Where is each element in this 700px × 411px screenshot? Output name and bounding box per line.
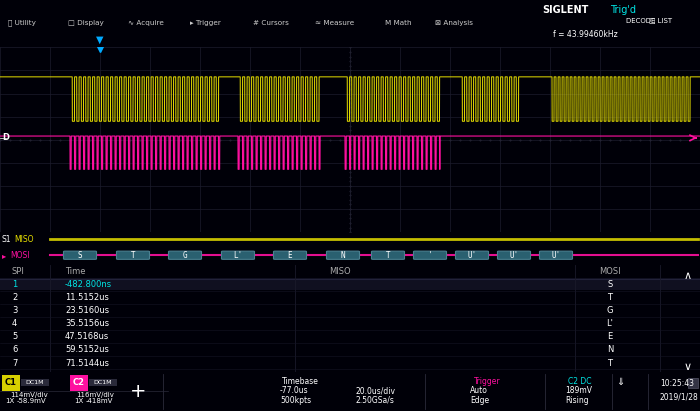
Text: ▸ Trigger: ▸ Trigger [190, 20, 221, 25]
Text: S: S [78, 251, 83, 260]
Text: 35.5156us: 35.5156us [65, 319, 109, 328]
FancyBboxPatch shape [326, 251, 360, 259]
Text: -58.9mV: -58.9mV [17, 398, 47, 404]
Text: 2: 2 [12, 293, 18, 302]
Text: 59.5152us: 59.5152us [65, 346, 109, 354]
Text: 3: 3 [12, 306, 18, 315]
FancyBboxPatch shape [70, 375, 88, 391]
Text: L': L' [233, 251, 243, 260]
Text: C2: C2 [73, 379, 85, 388]
FancyBboxPatch shape [688, 378, 698, 388]
Text: 114mV/div: 114mV/div [10, 392, 48, 397]
Text: D: D [2, 134, 9, 142]
Text: G: G [183, 251, 188, 260]
Text: ': ' [428, 251, 433, 260]
Text: 116mV/div: 116mV/div [76, 392, 114, 397]
Text: 71.5144us: 71.5144us [65, 359, 109, 367]
Text: MOSI: MOSI [599, 267, 621, 276]
FancyBboxPatch shape [2, 375, 20, 391]
FancyBboxPatch shape [21, 379, 49, 386]
Text: N: N [607, 346, 613, 354]
Text: ⇓: ⇓ [616, 377, 624, 387]
Text: 5: 5 [12, 332, 18, 342]
Text: □: □ [648, 18, 654, 24]
Text: DC1M: DC1M [94, 380, 112, 385]
FancyBboxPatch shape [221, 251, 255, 259]
Text: T: T [608, 359, 612, 367]
Text: Timebase: Timebase [281, 377, 318, 386]
Text: Trigger: Trigger [474, 377, 500, 386]
Text: 189mV: 189mV [565, 386, 592, 395]
Text: Edge: Edge [470, 395, 489, 404]
Text: ∨: ∨ [684, 362, 692, 372]
FancyBboxPatch shape [274, 251, 307, 259]
Text: M Math: M Math [385, 20, 412, 25]
Text: -482.800ns: -482.800ns [65, 280, 112, 289]
Text: 20.0us/div: 20.0us/div [355, 386, 395, 395]
Text: C2 DC: C2 DC [568, 377, 592, 386]
Text: □ Display: □ Display [68, 20, 104, 25]
FancyBboxPatch shape [169, 251, 202, 259]
FancyBboxPatch shape [414, 251, 447, 259]
Text: 47.5168us: 47.5168us [65, 332, 109, 342]
Text: ▼: ▼ [97, 35, 104, 45]
FancyBboxPatch shape [456, 251, 489, 259]
Text: ∧: ∧ [684, 271, 692, 281]
Text: 1X: 1X [74, 398, 83, 404]
Text: 1: 1 [12, 280, 18, 289]
Text: N: N [341, 251, 345, 260]
Text: T: T [131, 251, 135, 260]
Text: 2.50GSa/s: 2.50GSa/s [355, 395, 394, 404]
Text: Auto: Auto [470, 386, 488, 395]
Text: 10:25:43: 10:25:43 [660, 379, 694, 388]
Text: 1X: 1X [5, 398, 14, 404]
FancyBboxPatch shape [89, 379, 117, 386]
FancyBboxPatch shape [64, 251, 97, 259]
Text: Rising: Rising [565, 395, 589, 404]
Text: MOSI: MOSI [10, 251, 29, 260]
Text: 11.5152us: 11.5152us [65, 293, 109, 302]
Text: SIGLENT: SIGLENT [542, 5, 589, 15]
FancyBboxPatch shape [0, 278, 700, 290]
Text: +: + [130, 382, 146, 401]
Text: 6: 6 [12, 346, 18, 354]
Text: MISO: MISO [14, 235, 34, 244]
Text: ⓘ Utility: ⓘ Utility [8, 19, 36, 26]
Text: E: E [608, 332, 612, 342]
Text: ∿ Acquire: ∿ Acquire [128, 20, 164, 25]
FancyBboxPatch shape [116, 251, 150, 259]
Text: 4: 4 [12, 319, 18, 328]
Text: -77.0us: -77.0us [280, 386, 309, 395]
Text: C1: C1 [5, 379, 17, 388]
Text: U': U' [468, 251, 477, 260]
Text: Time: Time [65, 267, 85, 276]
Text: S: S [608, 280, 612, 289]
FancyBboxPatch shape [540, 251, 573, 259]
Text: -418mV: -418mV [86, 398, 113, 404]
FancyBboxPatch shape [372, 251, 405, 259]
Text: DC1M: DC1M [26, 380, 44, 385]
Text: E: E [288, 251, 293, 260]
Text: DECODE LIST: DECODE LIST [626, 18, 672, 24]
Text: L': L' [607, 319, 613, 328]
Text: G: G [607, 306, 613, 315]
Text: SPI: SPI [12, 267, 25, 276]
Text: 23.5160us: 23.5160us [65, 306, 109, 315]
Text: 2019/1/28: 2019/1/28 [660, 393, 699, 402]
Text: T: T [386, 251, 391, 260]
Text: S1: S1 [2, 235, 11, 244]
Text: T: T [608, 293, 612, 302]
Text: U': U' [510, 251, 519, 260]
Text: Trig'd: Trig'd [610, 5, 636, 15]
Text: ▸: ▸ [2, 251, 6, 260]
Text: # Cursors: # Cursors [253, 20, 289, 25]
Text: f = 43.99460kHz: f = 43.99460kHz [553, 30, 617, 39]
Text: MISO: MISO [329, 267, 351, 276]
Text: U': U' [552, 251, 561, 260]
Text: ≈ Measure: ≈ Measure [315, 20, 354, 25]
Text: ⊠ Analysis: ⊠ Analysis [435, 20, 473, 25]
FancyBboxPatch shape [498, 251, 531, 259]
Text: 7: 7 [12, 359, 18, 367]
Text: 500kpts: 500kpts [280, 395, 311, 404]
